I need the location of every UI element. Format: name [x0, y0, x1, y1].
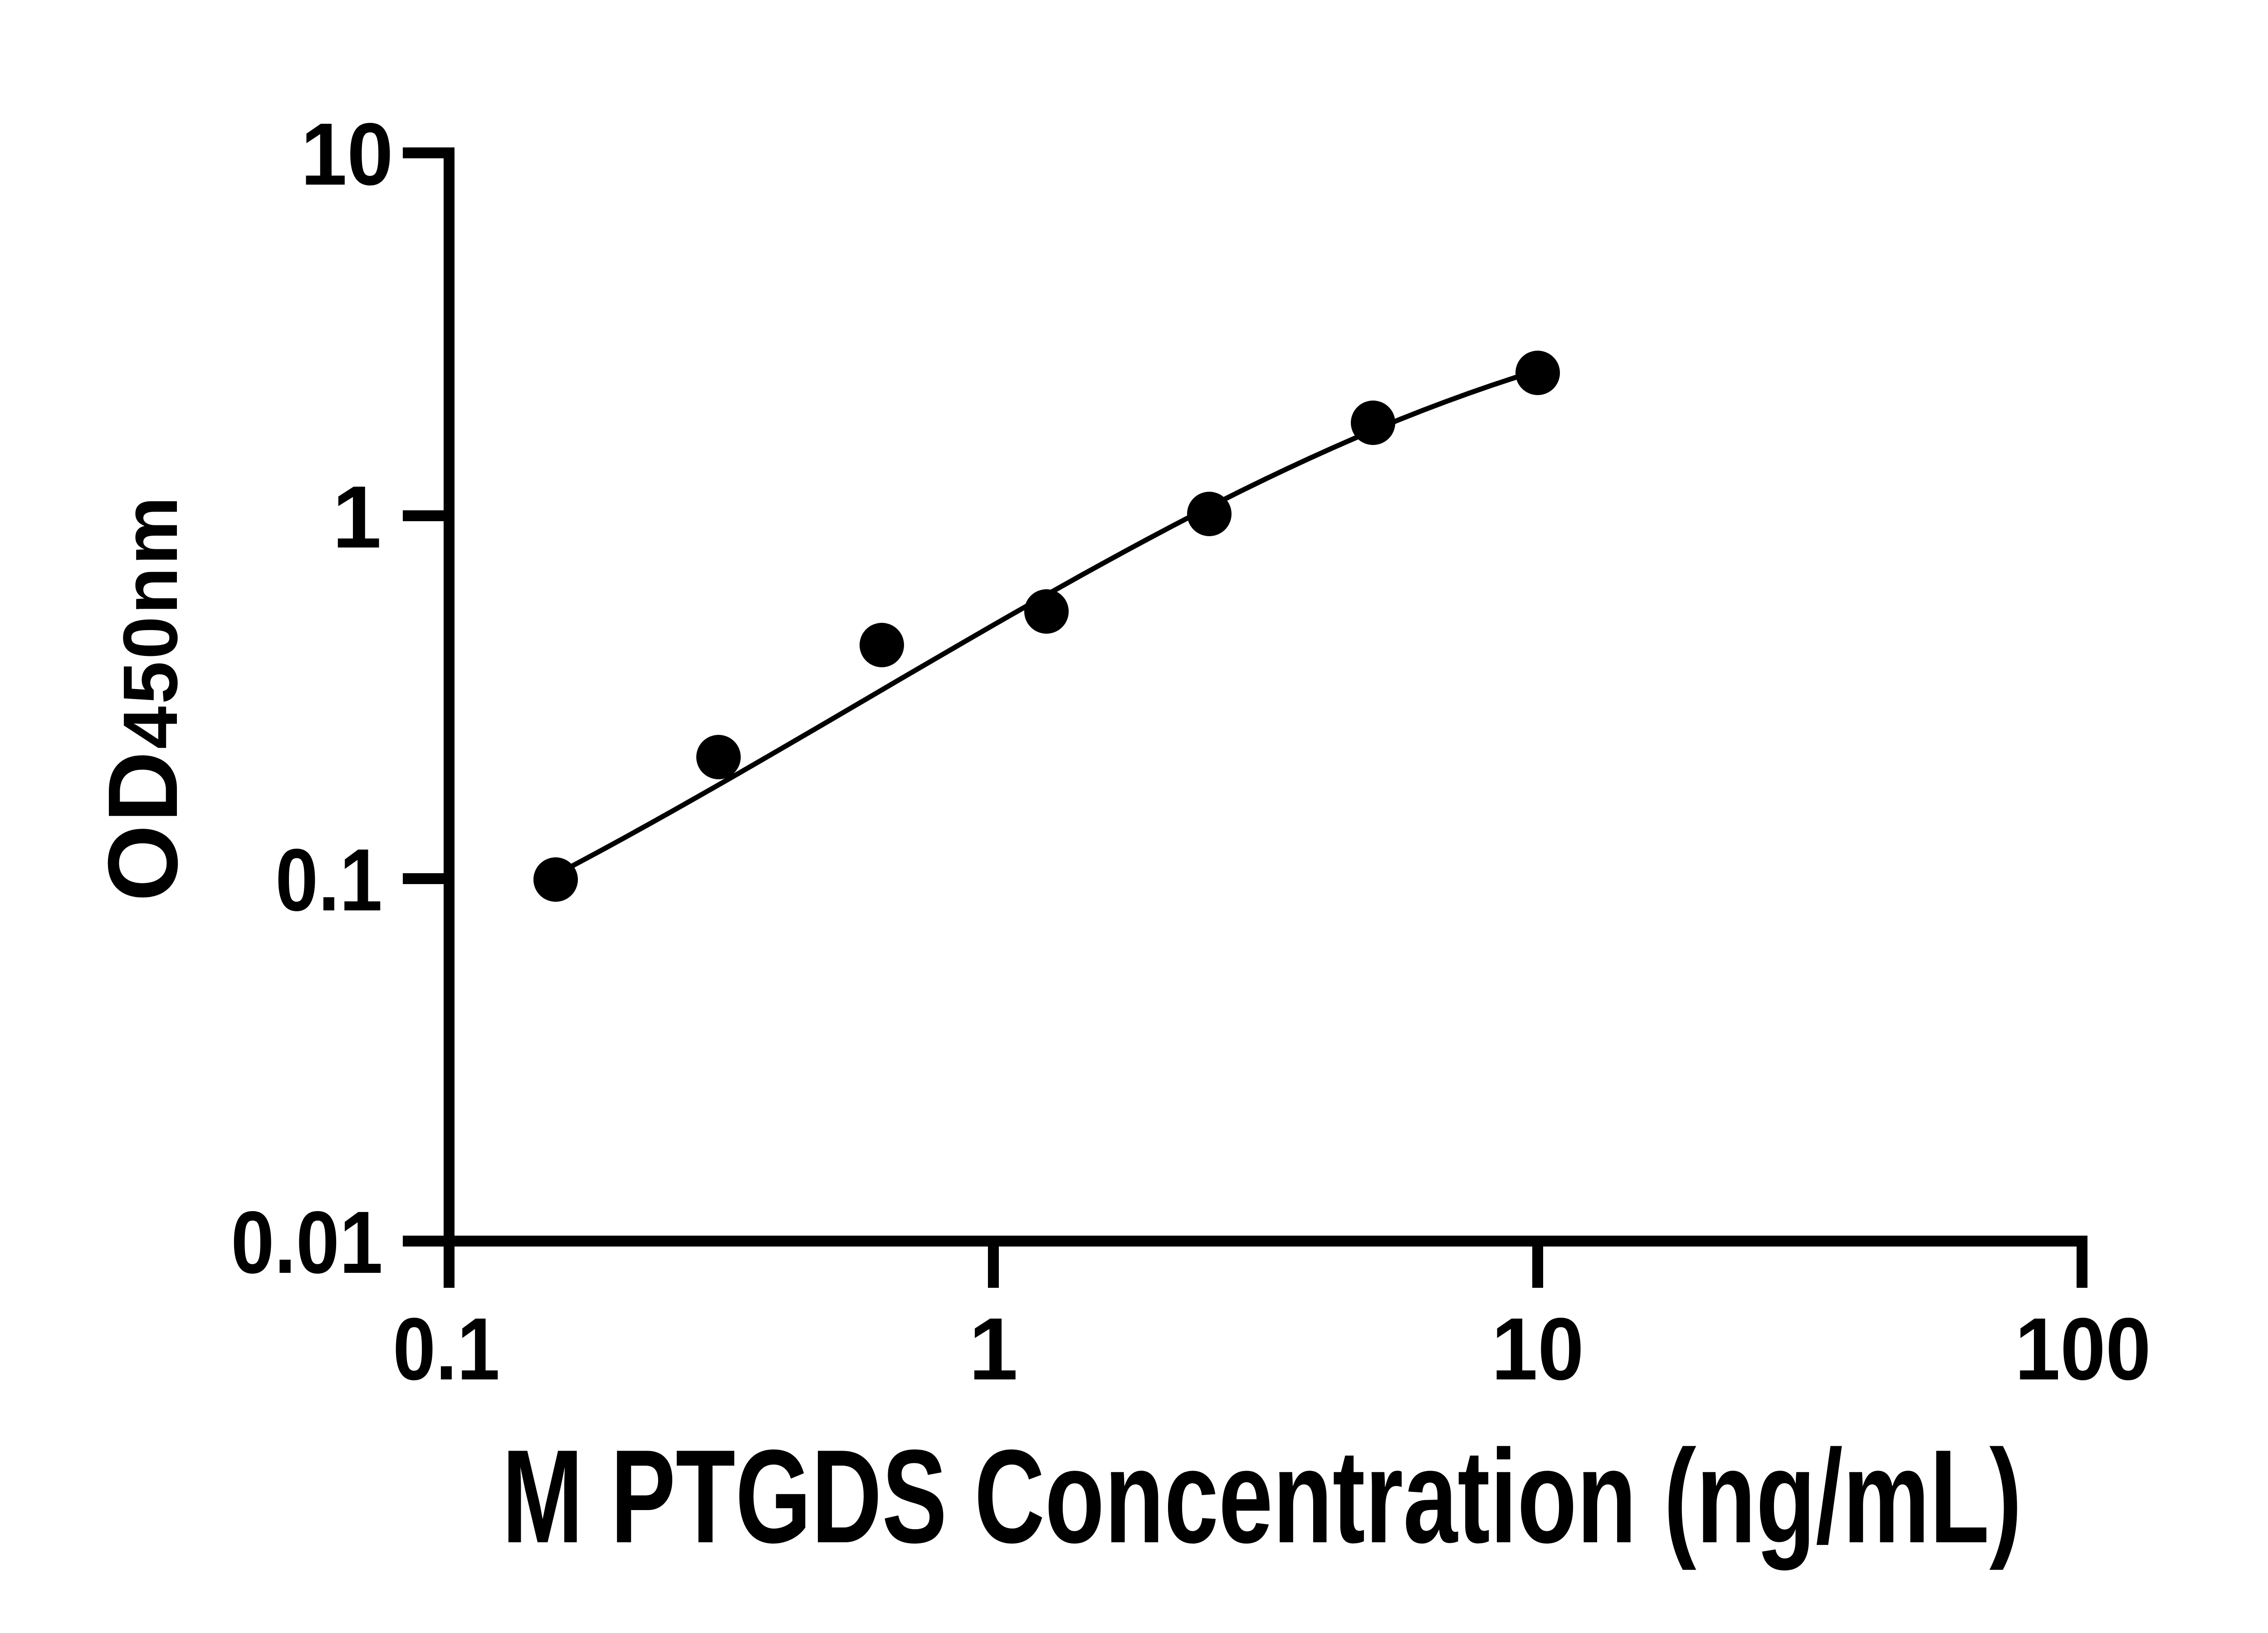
- svg-text:10: 10: [301, 105, 393, 204]
- svg-text:100: 100: [2015, 1300, 2151, 1398]
- svg-text:0.1: 0.1: [393, 1300, 500, 1398]
- svg-text:1: 1: [332, 468, 381, 567]
- svg-text:0.1: 0.1: [275, 831, 382, 929]
- svg-text:OD450nm: OD450nm: [88, 497, 198, 902]
- svg-text:10: 10: [1491, 1300, 1584, 1398]
- svg-text:1: 1: [969, 1300, 1018, 1398]
- svg-text:0.01: 0.01: [231, 1193, 383, 1292]
- svg-text:M PTGDS Concentration (ng/mL): M PTGDS Concentration (ng/mL): [502, 1423, 2022, 1571]
